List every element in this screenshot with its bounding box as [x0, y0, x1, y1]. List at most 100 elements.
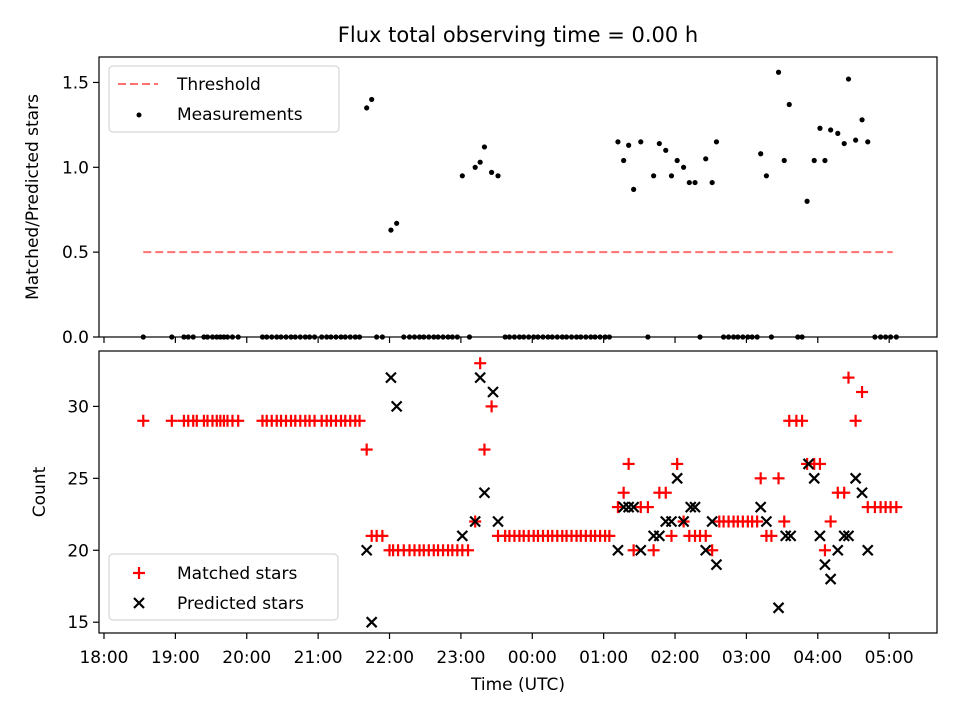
- matched-star-point: [671, 457, 684, 470]
- matched-star-point: [137, 414, 150, 427]
- matched-star-point: [856, 386, 869, 399]
- count-x-tick-label: 21:00: [294, 648, 343, 668]
- predicted-star-point: [699, 544, 712, 557]
- count-x-tick-label: 19:00: [151, 648, 200, 668]
- count-x-tick-label: 23:00: [436, 648, 485, 668]
- predicted-star-point: [360, 544, 373, 557]
- predicted-star-point: [842, 530, 855, 542]
- predicted-star-point: [779, 530, 792, 542]
- predicted-star-point: [617, 501, 630, 513]
- matched-star-point: [754, 472, 767, 485]
- predicted-star-point: [706, 515, 718, 528]
- ratio-y-ticks: 0.0 0.5 1.0 1.5: [62, 73, 99, 348]
- predicted-star-point: [819, 558, 831, 571]
- measurements-legend-label: Measurements: [177, 105, 303, 125]
- count-x-tick-label: 01:00: [579, 648, 628, 668]
- measurement-point: [495, 173, 501, 179]
- predicted-star-point: [824, 573, 837, 585]
- count-x-ticks: 18:00 19:00 20:00 21:00 22:00 23:00 00:00 01:00…: [79, 633, 914, 668]
- matched-star-point: [665, 529, 678, 542]
- count-legend-box: [108, 553, 339, 621]
- threshold-legend-label: Threshold: [176, 75, 261, 95]
- matched-star-point: [353, 414, 366, 427]
- count-x-tick-label: 03:00: [722, 648, 771, 668]
- predicted-star-point: [612, 544, 624, 557]
- ratio-y-axis-label: Matched/Predicted stars: [23, 94, 43, 300]
- measurement-point: [626, 142, 632, 148]
- measurement-point: [841, 140, 847, 147]
- predicted-star-point: [385, 371, 397, 384]
- matched-star-point: [890, 501, 903, 514]
- measurement-point: [828, 127, 834, 133]
- predicted-star-point: [689, 501, 701, 513]
- matched-legend-label: Matched stars: [177, 564, 297, 584]
- measurement-point: [621, 157, 627, 164]
- matched-star-point: [699, 529, 712, 542]
- measurement-point: [775, 69, 782, 75]
- count-x-tick-label: 02:00: [651, 648, 700, 668]
- predicted-star-point: [861, 544, 874, 557]
- predicted-star-point: [365, 616, 378, 628]
- predicted-star-point: [710, 558, 723, 571]
- ratio-y-tick-label: 1.5: [62, 73, 89, 93]
- measurement-point: [668, 173, 675, 179]
- matched-star-point: [622, 457, 635, 470]
- matched-star-point: [647, 544, 660, 557]
- measurement-point: [651, 173, 657, 179]
- measurement-point: [845, 76, 852, 82]
- count-y-axis-label: Count: [30, 466, 50, 517]
- measurement-point: [481, 144, 488, 150]
- measurement-point: [817, 125, 823, 131]
- measurement-point: [488, 169, 495, 175]
- predicted-star-point: [634, 544, 647, 557]
- measurement-point: [811, 157, 817, 164]
- predicted-star-point: [784, 530, 797, 542]
- matched-star-point: [842, 371, 855, 384]
- measurement-point: [758, 151, 764, 157]
- predicted-star-point: [802, 458, 815, 470]
- matched-star-point: [641, 501, 654, 514]
- matched-star-point: [376, 529, 389, 542]
- matched-star-point: [813, 457, 826, 470]
- measurement-point: [859, 117, 865, 123]
- ratio-legend: Threshold Measurements: [108, 65, 340, 133]
- matched-legend-swatch: [133, 567, 145, 579]
- matched-star-point: [772, 472, 785, 485]
- ratio-y-tick-label: 1.0: [62, 158, 89, 178]
- measurement-point: [822, 157, 828, 164]
- predicted-star-point: [653, 530, 666, 542]
- matched-star-point: [838, 486, 851, 499]
- measurement-point: [364, 105, 370, 111]
- predicted-star-point: [808, 472, 821, 485]
- matched-star-point: [360, 443, 373, 456]
- matched-star-point: [818, 544, 831, 557]
- count-x-tick-label: 04:00: [793, 648, 842, 668]
- predicted-star-point: [772, 602, 785, 614]
- measurement-point: [703, 156, 709, 162]
- predicted-star-point: [677, 515, 690, 528]
- matched-star-point: [706, 544, 719, 557]
- matched-star-point: [796, 414, 809, 427]
- matched-star-point: [478, 443, 491, 456]
- predicted-star-point: [849, 472, 862, 485]
- matched-star-point: [611, 501, 624, 514]
- predicted-star-point: [627, 501, 640, 513]
- measurement-point: [615, 139, 621, 145]
- predicted-star-point: [665, 515, 678, 528]
- predicted-star-point: [856, 486, 868, 499]
- ratio-x-ticks: [103, 337, 890, 343]
- count-x-tick-label: 20:00: [222, 648, 271, 668]
- measurement-point: [472, 164, 478, 170]
- measurement-point: [631, 186, 637, 192]
- predicted-star-point: [469, 515, 481, 528]
- count-x-tick-label: 22:00: [365, 648, 414, 668]
- predicted-star-point: [838, 530, 850, 542]
- measurement-point: [709, 179, 715, 186]
- matched-star-point: [165, 414, 178, 427]
- measurement-point: [835, 130, 841, 136]
- count-y-tick-label: 25: [67, 469, 89, 489]
- predicted-star-point: [390, 400, 403, 413]
- measurement-point: [663, 147, 669, 153]
- matched-star-point: [659, 486, 672, 499]
